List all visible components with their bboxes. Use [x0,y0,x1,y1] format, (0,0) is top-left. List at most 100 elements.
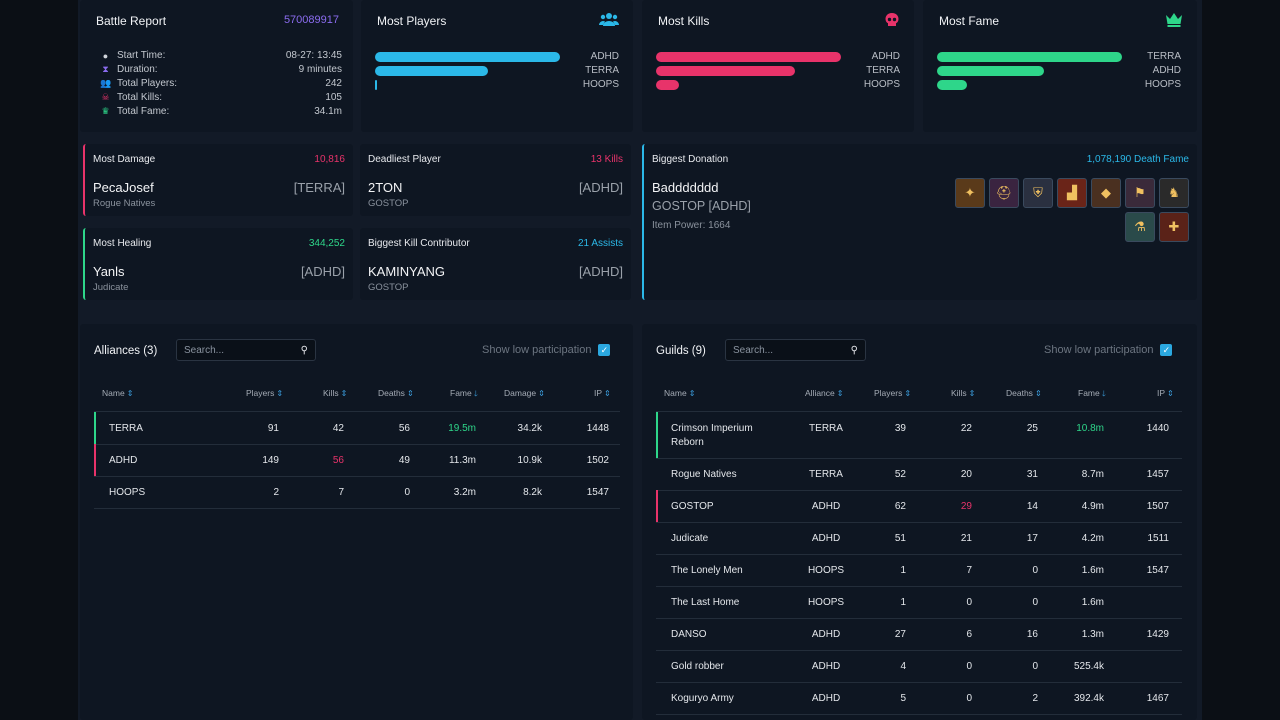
column-header-players[interactable]: Players ⇕ [874,388,911,398]
table-row[interactable]: Koguryo Army ADHD 5 0 2 392.4k 1467 [656,682,1182,714]
alliances-search-input[interactable]: Search... ⚲ [176,339,316,361]
mount-icon[interactable]: ♞ [1159,178,1189,208]
column-header-name[interactable]: Name ⇕ [664,388,695,398]
column-header-alliance[interactable]: Alliance ⇕ [805,388,843,398]
battle-stat-label: Total Kills: [117,92,163,103]
column-header-fame[interactable]: Fame 🡓 [450,388,478,402]
kills-text: 56 [332,455,344,466]
name-text[interactable]: The Lonely Men [671,565,743,576]
name-line2-text[interactable]: Reborn [671,437,704,448]
table-row[interactable]: Judicate ADHD 51 21 17 4.2m 1511 [656,522,1182,554]
armor-icon[interactable]: ⛨ [1023,178,1053,208]
table-row[interactable]: HOOPS 2 7 0 3.2m 8.2k 1547 [94,476,620,508]
alliances-low-participation[interactable]: Show low participation ✓ [482,344,611,356]
row-divider [656,650,1182,651]
players-text: 5 [900,693,906,704]
column-header-fame[interactable]: Fame 🡓 [1078,388,1106,402]
guilds-low-participation-checkbox[interactable]: ✓ [1160,344,1173,356]
column-header-players[interactable]: Players ⇕ [246,388,283,398]
column-header-ip[interactable]: IP ⇕ [594,388,611,398]
column-header-damage[interactable]: Damage ⇕ [504,388,545,398]
table-row[interactable]: ADHD 149 56 49 11.3m 10.9k 1502 [94,444,620,476]
most-healing-value: 344,252 [308,238,345,249]
cell-alliance: ADHD [796,501,856,512]
table-row[interactable]: Crimson Imperium Reborn TERRA 39 22 25 10.8m 14… [656,412,1182,458]
kills-text: 0 [966,693,972,704]
cell-players: 5 [900,693,906,704]
players-text: 2 [273,487,279,498]
column-header-label: Players [246,388,275,398]
name-text[interactable]: The Last Home [671,597,740,608]
food-icon[interactable]: ✚ [1159,212,1189,242]
cell-name: The Last Home [671,597,739,608]
fame-text: 3.2m [453,487,476,498]
most-damage-player[interactable]: PecaJosef [93,180,154,195]
column-header-kills[interactable]: Kills ⇕ [951,388,975,398]
name-text[interactable]: Gold robber [671,661,724,672]
table-row[interactable]: GOSTOP ADHD 62 29 14 4.9m 1507 [656,490,1182,522]
players-text: 62 [894,501,906,512]
bar [937,80,968,90]
column-header-deaths[interactable]: Deaths ⇕ [1006,388,1042,398]
column-header-ip[interactable]: IP ⇕ [1157,388,1174,398]
cell-damage: 8.2k [523,487,542,498]
name-text[interactable]: TERRA [109,423,143,434]
most-damage-tag: [TERRA] [293,180,345,195]
boots-icon[interactable]: ▟ [1057,178,1087,208]
deadliest-player[interactable]: 2TON [368,180,403,195]
cell-fame: 4.2m [1082,533,1104,544]
cape-icon[interactable]: ⚑ [1125,178,1155,208]
table-row[interactable]: TERRA 91 42 56 19.5m 34.2k 1448 [94,412,620,444]
damage-text: 8.2k [523,487,542,498]
table-row[interactable]: The Last Home HOOPS 1 0 0 1.6m [656,586,1182,618]
cell-fame: 3.2m [454,487,476,498]
deaths-text: 0 [1032,597,1038,608]
donation-label: Biggest Donation [652,154,729,165]
name-text[interactable]: HOOPS [109,487,146,498]
column-header-kills[interactable]: Kills ⇕ [323,388,347,398]
bag-icon[interactable]: ◆ [1091,178,1121,208]
cell-deaths: 0 [1032,565,1038,576]
table-row[interactable]: Rogue Natives TERRA 52 20 31 8.7m 1457 [656,458,1182,490]
table-row[interactable]: Gold robber ADHD 4 0 0 525.4k [656,650,1182,682]
name-text[interactable]: Koguryo Army [671,693,734,704]
header-divider [656,411,1182,412]
kill-contributor-label: Biggest Kill Contributor [368,238,470,249]
cell-kills: 0 [966,597,972,608]
row-accent [656,412,658,458]
column-header-deaths[interactable]: Deaths ⇕ [378,388,414,398]
guilds-search-input[interactable]: Search... ⚲ [725,339,866,361]
most-fame-card: Most Fame TERRA ADHD HOOPS [923,0,1197,132]
table-row[interactable]: The Lonely Men HOOPS 1 7 0 1.6m 1547 [656,554,1182,586]
name-text[interactable]: DANSO [671,629,707,640]
cell-alliance: ADHD [796,629,856,640]
column-header-name[interactable]: Name ⇕ [102,388,133,398]
ip-text: 1547 [1146,565,1169,576]
bar-row: ADHD [656,51,900,63]
helmet-icon[interactable]: ⛑ [989,178,1019,208]
cell-deaths: 0 [404,487,410,498]
battle-id[interactable]: 570089917 [283,14,339,26]
cell-alliance: HOOPS [796,597,856,608]
donation-player[interactable]: Baddddddd [652,180,719,195]
most-healing-player[interactable]: Yanls [93,264,125,279]
bar-label: HOOPS [863,79,900,90]
cell-players: 27 [895,629,906,640]
name-text[interactable]: Crimson Imperium [671,423,753,434]
name-text[interactable]: ADHD [109,455,138,466]
kill-contributor-player[interactable]: KAMINYANG [368,264,446,279]
fame-text: 11.3m [448,455,476,466]
deaths-text: 56 [398,423,410,434]
row-divider [656,682,1182,683]
name-text[interactable]: Rogue Natives [671,469,737,480]
alliances-low-participation-checkbox[interactable]: ✓ [598,344,611,356]
table-row[interactable]: DANSO ADHD 27 6 16 1.3m 1429 [656,618,1182,650]
name-text[interactable]: GOSTOP [671,501,714,512]
staff-icon[interactable]: ✦ [955,178,985,208]
deadliest-value: 13 Kills [590,154,623,165]
players-text: 39 [894,423,906,434]
guilds-low-participation[interactable]: Show low participation ✓ [1044,344,1173,356]
name-text[interactable]: Judicate [671,533,709,544]
battle-stat-label: Start Time: [117,50,166,61]
potion-icon[interactable]: ⚗ [1125,212,1155,242]
